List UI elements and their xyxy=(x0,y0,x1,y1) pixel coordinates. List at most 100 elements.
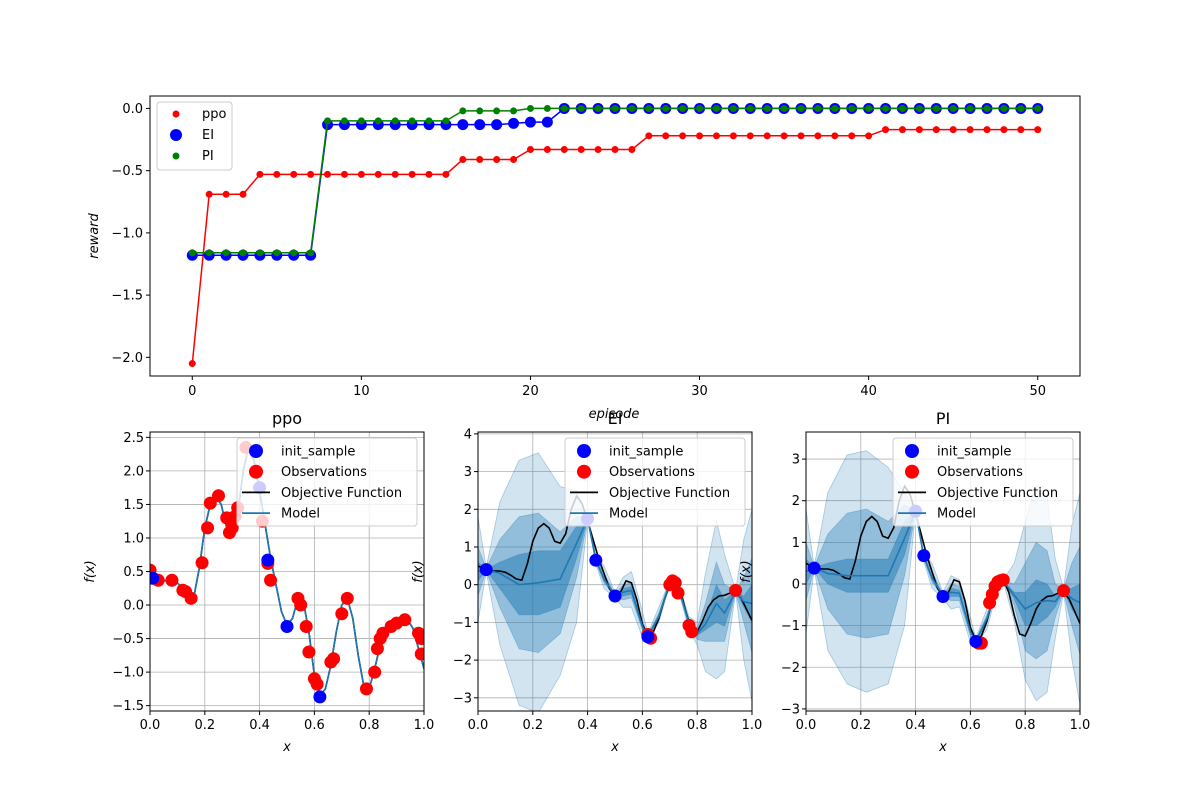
point-PI xyxy=(239,249,247,257)
ppo-panel-ytick-label: 1.0 xyxy=(123,531,144,546)
ei-panel-observation-point xyxy=(668,576,682,590)
ppo-panel-init-sample-point xyxy=(313,690,327,704)
point-ppo xyxy=(848,132,856,140)
pi-panel-init-sample-point xyxy=(807,561,821,575)
ei-panel-ytick-label: 1 xyxy=(464,540,472,555)
point-ppo xyxy=(898,126,906,134)
pi-panel-ytick-label: 0 xyxy=(792,577,800,592)
legend-label-ppo: ppo xyxy=(202,107,227,122)
reward-xtick-label: 0 xyxy=(188,384,196,399)
point-ppo xyxy=(290,170,298,178)
ei-panel-legend-marker-init_sample xyxy=(577,444,591,458)
ei-panel-xtick-label: 0.6 xyxy=(632,718,653,733)
point-PI xyxy=(662,104,670,112)
point-ppo xyxy=(408,170,416,178)
pi-panel-ytick-label: −3 xyxy=(781,702,800,717)
pi-panel-xtick-label: 0.0 xyxy=(796,718,817,733)
pi-panel-xtick-label: 1.0 xyxy=(1070,718,1091,733)
reward-xlabel: episode xyxy=(589,407,640,422)
ppo-panel-init-sample-point xyxy=(261,553,275,567)
point-ppo xyxy=(712,132,720,140)
ei-panel-ytick-label: 4 xyxy=(464,427,472,442)
point-PI xyxy=(256,249,264,257)
point-PI xyxy=(712,104,720,112)
ppo-panel-observation-point xyxy=(335,607,349,621)
ei-panel-plot-area xyxy=(478,432,752,711)
reward-ytick-label: 0.0 xyxy=(122,102,143,117)
pi-panel-legend-marker-init_sample xyxy=(905,444,919,458)
point-EI xyxy=(491,119,503,131)
ppo-panel-ytick-label: −1.5 xyxy=(112,699,144,714)
point-PI xyxy=(476,107,484,115)
ppo-panel-observation-point xyxy=(302,645,316,659)
point-PI xyxy=(763,104,771,112)
point-ppo xyxy=(205,190,213,198)
ei-panel-xtick-label: 1.0 xyxy=(742,718,763,733)
point-EI xyxy=(457,119,469,131)
point-EI xyxy=(474,119,486,131)
point-ppo xyxy=(442,170,450,178)
point-ppo xyxy=(611,146,619,154)
reward-xtick-label: 30 xyxy=(691,384,708,399)
pi-panel-legend-box xyxy=(892,437,1074,527)
point-PI xyxy=(679,104,687,112)
ei-panel-init-sample-point xyxy=(479,563,493,577)
point-ppo xyxy=(340,170,348,178)
ppo-panel-observation-point xyxy=(340,591,354,605)
point-ppo xyxy=(645,132,653,140)
ppo-panel-ylabel: f(x) xyxy=(83,560,98,582)
point-ppo xyxy=(763,132,771,140)
point-PI xyxy=(391,117,399,125)
point-PI xyxy=(983,104,991,112)
ei-panel-legend-box xyxy=(564,437,746,527)
pi-panel-init-sample-point xyxy=(917,549,931,563)
point-PI xyxy=(1000,104,1008,112)
point-PI xyxy=(357,117,365,125)
ppo-panel-legend-label-model: Model xyxy=(281,507,320,522)
pi-panel-ylabel: f(x) xyxy=(739,560,754,582)
point-ppo xyxy=(1017,126,1025,134)
ppo-panel-xtick-label: 1.0 xyxy=(414,718,435,733)
legend-marker-pi xyxy=(172,152,180,160)
pi-panel-legend-label-init_sample: init_sample xyxy=(937,445,1011,460)
ppo-panel-observation-point xyxy=(398,613,412,627)
point-ppo xyxy=(983,126,991,134)
ppo-panel-observation-point xyxy=(414,647,424,661)
point-ppo xyxy=(780,132,788,140)
reward-xtick-label: 50 xyxy=(1029,384,1046,399)
point-PI xyxy=(273,249,281,257)
point-PI xyxy=(729,104,737,112)
point-PI xyxy=(814,104,822,112)
point-PI xyxy=(611,104,619,112)
reward-axes-frame xyxy=(149,95,1081,377)
point-PI xyxy=(898,104,906,112)
ei-panel-observation-point xyxy=(671,586,685,600)
pi-panel-ytick-label: 1 xyxy=(792,536,800,551)
ppo-panel-ytick-label: 2.5 xyxy=(123,431,144,446)
ppo-panel-observation-point xyxy=(310,677,324,691)
ppo-panel-observation-point xyxy=(359,682,373,696)
reward-legend: ppo EI PI xyxy=(156,101,233,171)
ppo-panel-observation-point xyxy=(368,665,382,679)
ppo-panel-observation-point xyxy=(264,573,278,587)
point-PI xyxy=(340,117,348,125)
point-PI xyxy=(882,104,890,112)
legend-marker-ppo xyxy=(172,110,180,118)
ppo-panel-init-sample-point xyxy=(280,619,294,633)
ei-panel-ylabel: f(x) xyxy=(411,560,426,582)
point-PI xyxy=(865,104,873,112)
point-ppo xyxy=(865,132,873,140)
pi-panel-xtick-label: 0.4 xyxy=(905,718,926,733)
point-PI xyxy=(696,104,704,112)
reward-ytick-label: −1.0 xyxy=(111,226,143,241)
legend-label-ei: EI xyxy=(202,128,214,143)
point-ppo xyxy=(966,126,974,134)
ei-panel-model-line xyxy=(478,516,752,639)
ei-panel-legend: init_sample Observations Objective Functio… xyxy=(564,437,746,527)
pi-panel-axes-frame xyxy=(805,431,1081,712)
ppo-panel-xtick-label: 0.8 xyxy=(359,718,380,733)
pi-panel-legend: init_sample Observations Objective Functio… xyxy=(892,437,1074,527)
ppo-panel-observation-point xyxy=(327,652,341,666)
ppo-panel-ytick-label: 0.0 xyxy=(123,599,144,614)
point-PI xyxy=(932,104,940,112)
